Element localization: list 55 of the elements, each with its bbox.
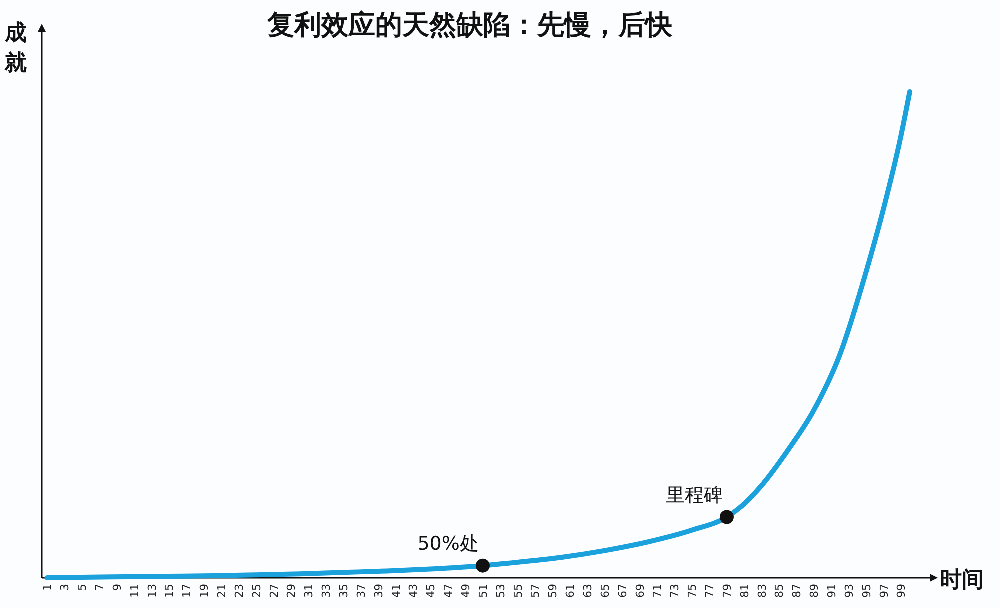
x-tick-label: 17 xyxy=(180,584,194,598)
x-tick-label: 51 xyxy=(476,584,490,598)
x-tick-label: 27 xyxy=(268,584,281,598)
annotation: 50%处 xyxy=(418,532,479,555)
x-tick-label: 35 xyxy=(338,584,351,598)
x-tick-label: 87 xyxy=(790,584,804,598)
x-tick-label: 29 xyxy=(285,584,298,598)
x-tick-label: 49 xyxy=(460,584,473,598)
x-tick-label: 65 xyxy=(598,584,612,598)
x-tick-label: 55 xyxy=(512,584,525,598)
x-tick-label: 7 xyxy=(94,584,107,591)
annotation: 里程碑 xyxy=(666,484,723,506)
x-tick-label: 19 xyxy=(198,584,212,598)
x-tick-label: 31 xyxy=(302,584,316,598)
x-tick-label: 83 xyxy=(756,584,769,598)
x-tick-label: 41 xyxy=(390,584,403,598)
x-tick-label: 21 xyxy=(216,584,229,598)
chart-title: 复利效应的天然缺陷：先慢，后快 xyxy=(266,10,674,41)
x-tick-label: 99 xyxy=(895,584,908,598)
x-tick-label: 37 xyxy=(354,584,368,598)
x-tick-label: 77 xyxy=(704,584,717,598)
x-tick-label: 69 xyxy=(634,584,647,598)
x-tick-label: 33 xyxy=(320,584,334,598)
x-tick-label: 71 xyxy=(651,584,664,598)
x-tick-label: 81 xyxy=(738,584,752,598)
x-tick-label: 59 xyxy=(546,584,560,598)
x-axis-title: 时间 xyxy=(940,568,984,593)
x-tick-label: 97 xyxy=(878,584,891,598)
x-tick-label: 3 xyxy=(58,584,72,591)
x-tick-label: 67 xyxy=(616,584,630,598)
x-tick-label: 89 xyxy=(808,584,822,598)
x-tick-label: 63 xyxy=(582,584,595,598)
x-tick-label: 15 xyxy=(163,584,176,598)
x-tick-label: 95 xyxy=(860,584,874,598)
x-tick-label: 53 xyxy=(494,584,508,598)
x-tick-label: 39 xyxy=(372,584,386,598)
x-tick-label: 47 xyxy=(442,584,456,598)
x-tick-label: 91 xyxy=(826,584,839,598)
x-tick-label: 5 xyxy=(76,584,90,591)
x-tick-label: 9 xyxy=(110,584,124,591)
x-tick-label: 73 xyxy=(668,584,682,598)
x-tick-label: 85 xyxy=(773,584,786,598)
y-axis-title: 成就 xyxy=(4,21,27,76)
x-tick-label: 61 xyxy=(564,584,578,598)
x-tick-label: 75 xyxy=(686,584,700,598)
x-tick-label: 93 xyxy=(842,584,856,598)
x-tick-label: 13 xyxy=(146,584,159,598)
x-tick-label: 79 xyxy=(720,584,734,598)
x-tick-label: 45 xyxy=(424,584,438,598)
x-tick-label: 23 xyxy=(232,584,246,598)
x-tick-label: 25 xyxy=(250,584,264,598)
x-tick-label: 11 xyxy=(128,584,142,598)
x-tick-label: 57 xyxy=(529,584,542,598)
x-tick-label: 1 xyxy=(41,584,54,591)
x-tick-label: 43 xyxy=(407,584,420,598)
